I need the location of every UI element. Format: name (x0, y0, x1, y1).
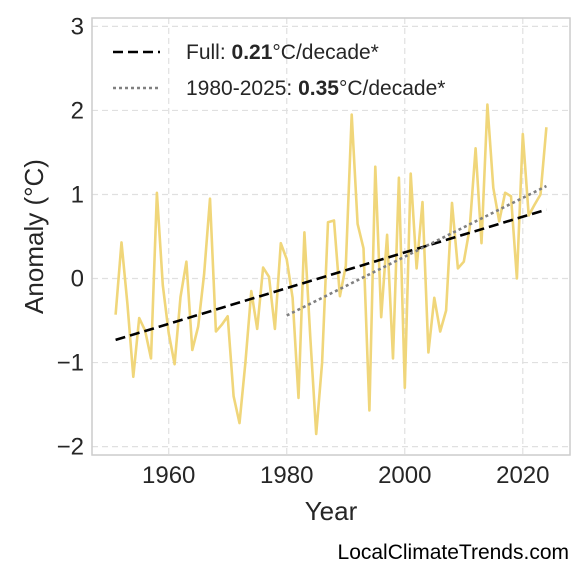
series-layer (114, 103, 548, 436)
x-tick-label: 2020 (496, 462, 549, 489)
y-tick-label: 0 (71, 266, 84, 293)
recent-trend-line (286, 184, 547, 317)
x-tick-labels: 1960 1980 2000 2020 (142, 462, 549, 489)
x-axis-title: Year (305, 496, 358, 526)
x-tick-label: 1980 (260, 462, 313, 489)
legend-recent-label: 1980-2025: 0.35°C/decade* (186, 77, 445, 100)
y-tick-label: −2 (57, 434, 84, 461)
full-trend-line (115, 208, 547, 342)
y-tick-label: 1 (71, 181, 84, 208)
y-tick-label: 3 (71, 13, 84, 40)
legend-full-label: Full: 0.21°C/decade* (186, 41, 379, 64)
watermark: LocalClimateTrends.com (338, 541, 569, 564)
anomaly-series-line (114, 103, 548, 436)
plot-frame (91, 17, 571, 456)
y-tick-labels: −2 −1 0 1 2 3 (57, 13, 84, 460)
y-axis-title: Anomaly (°C) (19, 159, 49, 314)
legend: Full: 0.21°C/decade* 1980-2025: 0.35°C/de… (113, 41, 445, 100)
y-tick-label: −1 (57, 350, 84, 377)
x-tick-label: 2000 (378, 462, 431, 489)
y-tick-label: 2 (71, 97, 84, 124)
x-tick-label: 1960 (142, 462, 195, 489)
